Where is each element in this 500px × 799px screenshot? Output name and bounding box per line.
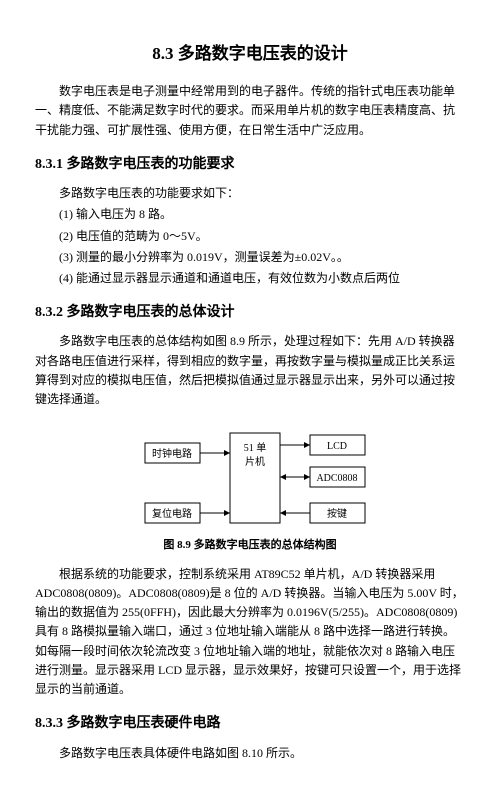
sec3-p1: 多路数字电压表具体硬件电路如图 8.10 所示。 [35,744,465,763]
req-text-2: 电压值的范畴为 0～5V。 [76,229,208,243]
req-item-3: (3) 测量的最小分辨率为 0.019V，测量误差为±0.02V。。 [59,248,465,267]
diagram-caption: 图 8.9 多路数字电压表的总体结构图 [35,537,465,555]
intro-paragraph: 数字电压表是电子测量中经常用到的电子器件。传统的指针式电压表功能单一、精度低、不… [35,82,465,140]
sec1-heading: 8.3.1 多路数字电压表的功能要求 [35,154,465,176]
section-title: 8.3 多路数字电压表的设计 [35,40,465,67]
svg-text:复位电路: 复位电路 [152,507,192,520]
req-item-2: (2) 电压值的范畴为 0～5V。 [59,227,465,246]
requirements-lead: 多路数字电压表的功能要求如下： [59,184,465,203]
svg-text:ADC0808: ADC0808 [316,473,357,484]
svg-text:按键: 按键 [327,507,347,520]
sec3-heading: 8.3.3 多路数字电压表硬件电路 [35,713,465,735]
req-item-1: (1) 输入电压为 8 路。 [59,205,465,224]
svg-text:LCD: LCD [327,441,347,452]
svg-text:片机: 片机 [245,455,265,468]
sec2-heading: 8.3.2 多路数字电压表的总体设计 [35,302,465,324]
sec2-p2: 根据系统的功能要求，控制系统采用 AT89C52 单片机，A/D 转换器采用AD… [35,565,465,699]
req-text-3: 测量的最小分辨率为 0.019V，测量误差为±0.02V。。 [76,250,349,264]
block-diagram: 51 单 片机 时钟电路 复位电路 LCD ADC0808 按键 [35,423,465,533]
req-text-4: 能通过显示器显示通道和通道电压，有效位数为小数点后两位 [76,271,400,285]
svg-text:时钟电路: 时钟电路 [152,447,192,460]
sec2-p1: 多路数字电压表的总体结构如图 8.9 所示，处理过程如下：先用 A/D 转换器对… [35,332,465,409]
req-text-1: 输入电压为 8 路。 [76,207,172,221]
requirements-list: 多路数字电压表的功能要求如下： (1) 输入电压为 8 路。 (2) 电压值的范… [59,184,465,288]
svg-text:51 单: 51 单 [244,442,267,454]
req-item-4: (4) 能通过显示器显示通道和通道电压，有效位数为小数点后两位 [59,269,465,288]
